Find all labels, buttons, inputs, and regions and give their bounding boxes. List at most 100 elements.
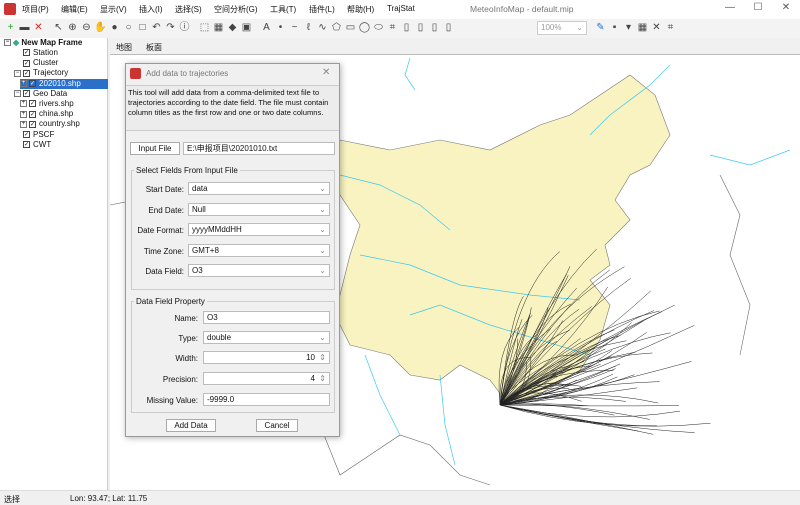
missing-value-input[interactable]: -9999.0 (203, 393, 330, 406)
tree-item[interactable]: ✓ PSCF (14, 130, 54, 140)
checkbox-checked-icon[interactable]: ✓ (29, 100, 36, 108)
input-file-button[interactable]: Input File (130, 142, 180, 155)
input-file-path[interactable]: E:\申报项目\20201010.txt (183, 142, 335, 155)
identify-icon[interactable]: ⓘ (179, 22, 190, 33)
remove-icon[interactable]: ✕ (34, 22, 43, 33)
image-icon[interactable]: ▣ (241, 22, 252, 33)
tree-item[interactable]: + ✓ rivers.shp (20, 99, 74, 109)
zoom-in-icon[interactable]: ⊕ (68, 22, 77, 33)
zoom-rect-icon[interactable]: □ (139, 22, 146, 33)
name-input[interactable]: O3 (203, 311, 330, 324)
circle-icon[interactable]: ◯ (358, 22, 371, 33)
checkbox-checked-icon[interactable]: ✓ (29, 79, 36, 87)
save-icon[interactable]: ▪ (612, 22, 617, 33)
checkbox-checked-icon[interactable]: ✓ (23, 130, 30, 138)
collapse-icon[interactable]: − (14, 90, 21, 98)
full-extent-globe-icon[interactable]: ● (111, 22, 118, 33)
point-icon[interactable]: • (278, 22, 283, 33)
checkbox-checked-icon[interactable]: ✓ (23, 90, 30, 98)
maximize-icon[interactable]: ☐ (753, 2, 763, 13)
tree-item[interactable]: − ✓ Trajectory (14, 68, 68, 78)
add-layer-icon[interactable]: + (7, 22, 14, 33)
field-select[interactable]: GMT+8 ⌄ (188, 243, 330, 257)
zoom-select[interactable]: 100% ⌄ (537, 21, 587, 35)
spinner-arrows-icon[interactable]: ⇕ (319, 374, 326, 383)
fit-icon[interactable]: ▯ (445, 22, 452, 33)
field-select[interactable]: O3 ⌄ (188, 264, 330, 277)
dialog-close-icon[interactable]: ✕ (322, 67, 331, 78)
expand-icon[interactable]: + (20, 120, 27, 128)
pan-hand-icon[interactable]: ✋ (94, 22, 107, 33)
menu-item[interactable]: TrajStat (387, 4, 415, 13)
checkbox-checked-icon[interactable]: ✓ (23, 141, 30, 149)
chevron-down-icon[interactable]: ⌄ (319, 225, 326, 234)
checkbox-checked-icon[interactable]: ✓ (23, 49, 30, 57)
menu-item[interactable]: 显示(V) (100, 5, 127, 14)
field-select[interactable]: Null ⌄ (188, 202, 330, 216)
magnifier-icon[interactable]: ○ (125, 22, 132, 33)
minimize-icon[interactable]: — (725, 2, 735, 13)
menu-item[interactable]: 帮助(H) (347, 5, 375, 14)
undo-icon[interactable]: ↶ (152, 22, 161, 33)
checkbox-checked-icon[interactable]: ✓ (29, 120, 36, 128)
menu-item[interactable]: 工具(T) (270, 5, 297, 14)
tree-item[interactable]: + ✓ 202010.shp (20, 78, 108, 89)
close-icon[interactable]: ✕ (652, 22, 661, 33)
tab-layout[interactable]: 板面 (146, 43, 162, 52)
export-icon[interactable]: ▯ (417, 22, 424, 33)
checkbox-checked-icon[interactable]: ✓ (23, 69, 30, 77)
menu-item[interactable]: 编辑(E) (61, 5, 88, 14)
spinner-arrows-icon[interactable]: ⇕ (319, 353, 326, 362)
redo-icon[interactable]: ↷ (166, 22, 175, 33)
zoom-out-icon[interactable]: ⊖ (82, 22, 91, 33)
collapse-icon[interactable]: − (4, 39, 11, 47)
field-select[interactable]: data ⌄ (188, 182, 330, 195)
pen-icon[interactable]: ✎ (596, 22, 605, 33)
tree-item[interactable]: ✓ CWT (14, 140, 51, 150)
rectangle-icon[interactable]: ▭ (345, 22, 356, 33)
chevron-down-icon[interactable]: ⌄ (319, 266, 326, 275)
print-icon[interactable]: ▯ (431, 22, 438, 33)
width-spinner[interactable]: 10 ⇕ (203, 351, 330, 364)
grid-icon[interactable]: ▦ (637, 22, 648, 33)
menu-item[interactable]: 插入(I) (139, 5, 163, 14)
cancel-button[interactable]: Cancel (256, 419, 298, 432)
chevron-down-icon[interactable]: ⌄ (319, 245, 326, 255)
attribute-table-icon[interactable]: ▦ (213, 22, 224, 33)
open-folder-icon[interactable]: ▬ (19, 22, 30, 33)
polygon-icon[interactable]: ⬠ (332, 22, 341, 33)
selection-icon[interactable]: ⬚ (199, 22, 210, 33)
close-window-icon[interactable]: ✕ (781, 2, 791, 13)
checkbox-checked-icon[interactable]: ✓ (29, 110, 36, 118)
expand-icon[interactable]: + (20, 110, 27, 118)
menu-item[interactable]: 插件(L) (309, 5, 335, 14)
tree-item[interactable]: + ✓ china.shp (20, 109, 73, 119)
dropdown-icon[interactable]: ▾ (625, 22, 632, 33)
menu-item[interactable]: 项目(P) (22, 5, 49, 14)
expand-icon[interactable]: + (20, 100, 27, 108)
tree-item[interactable]: ✓ Cluster (14, 58, 58, 68)
menu-item[interactable]: 选择(S) (175, 5, 202, 14)
checkbox-checked-icon[interactable]: ✓ (23, 59, 30, 67)
tree-item[interactable]: − ✓ Geo Data (14, 89, 67, 99)
map-canvas[interactable] (109, 55, 800, 491)
page-icon[interactable]: ▯ (403, 22, 410, 33)
tree-root[interactable]: − ◆ New Map Frame (4, 38, 82, 48)
menu-item[interactable]: 空间分析(G) (214, 5, 258, 14)
chevron-down-icon[interactable]: ⌄ (319, 204, 326, 214)
type-select[interactable]: double ⌄ (203, 331, 330, 344)
add-data-button[interactable]: Add Data (166, 419, 216, 432)
expand-icon[interactable]: + (20, 79, 27, 87)
chevron-down-icon[interactable]: ⌄ (319, 184, 326, 193)
tree-item[interactable]: ✓ Station (14, 48, 58, 58)
frame-icon[interactable]: ⌗ (667, 22, 674, 33)
select-pointer-icon[interactable]: ↖ (54, 22, 63, 33)
tag-icon[interactable]: ◆ (228, 22, 237, 33)
field-select[interactable]: yyyyMMddHH ⌄ (188, 223, 330, 236)
tree-item[interactable]: + ✓ country.shp (20, 119, 80, 129)
polyline-icon[interactable]: ~ (291, 22, 298, 33)
collapse-icon[interactable]: − (14, 69, 21, 77)
precision-spinner[interactable]: 4 ⇕ (203, 372, 330, 385)
text-icon[interactable]: A (263, 22, 270, 33)
crop-icon[interactable]: ⌗ (389, 22, 396, 33)
